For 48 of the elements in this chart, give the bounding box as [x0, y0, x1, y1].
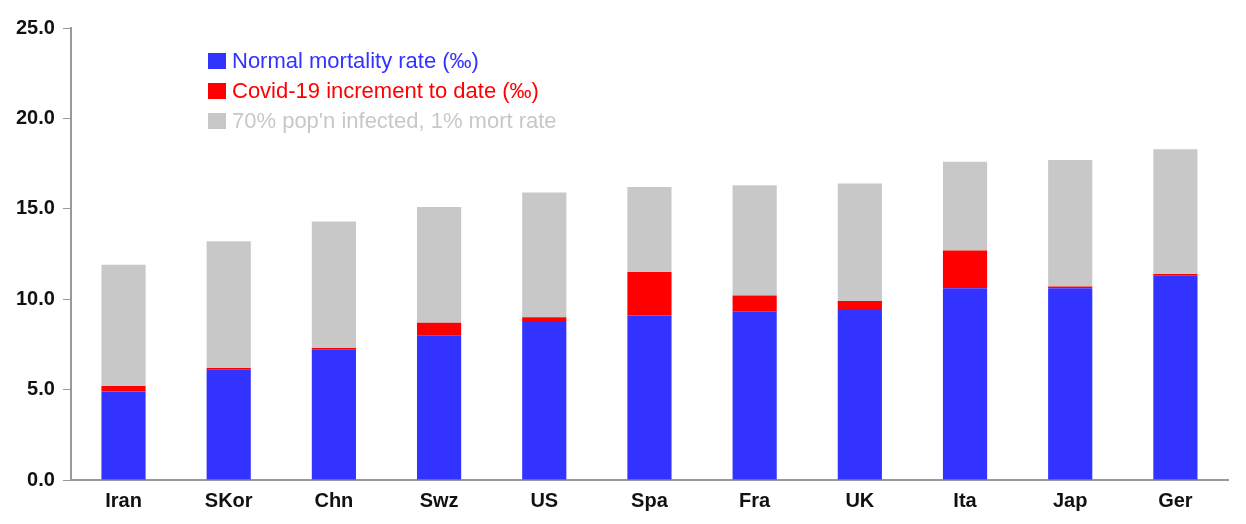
- legend-label: Covid-19 increment to date (‰): [232, 77, 539, 105]
- bar: [837, 310, 882, 480]
- bar: [942, 250, 988, 289]
- bar: [627, 187, 672, 273]
- x-tick-label: SKor: [204, 488, 253, 511]
- x-tick-label: UK: [845, 488, 875, 511]
- bar: [417, 206, 462, 323]
- bar: [101, 391, 146, 480]
- x-tick-label: Spa: [631, 488, 669, 511]
- y-tick-label: 5.0: [27, 377, 55, 400]
- x-tick-label: Iran: [105, 488, 142, 511]
- x-tick-label: Chn: [314, 488, 354, 511]
- y-tick-label: 0.0: [27, 467, 55, 490]
- bar: [627, 272, 672, 316]
- y-tick-label: 15.0: [15, 196, 55, 219]
- bar: [206, 369, 251, 480]
- bar: [522, 317, 567, 321]
- bar: [311, 221, 356, 349]
- bar: [417, 322, 462, 336]
- x-tick-label: Jap: [1052, 488, 1088, 511]
- bar: [417, 335, 462, 480]
- bar: [837, 301, 882, 311]
- bar: [522, 192, 567, 318]
- bar: [627, 315, 672, 480]
- legend-label: Normal mortality rate (‰): [232, 47, 479, 75]
- bar: [942, 161, 988, 251]
- x-tick-label: Swz: [419, 488, 459, 511]
- x-tick-label: Fra: [739, 488, 772, 511]
- bar: [311, 349, 356, 480]
- bar: [522, 320, 567, 480]
- y-tick-label: 10.0: [15, 286, 55, 309]
- bar: [732, 185, 777, 296]
- y-tick-label: 20.0: [15, 105, 55, 128]
- x-tick-label: US: [530, 488, 559, 511]
- x-tick-label: Ger: [1158, 488, 1193, 511]
- bar: [732, 295, 777, 312]
- bar: [732, 311, 777, 480]
- bar: [101, 385, 146, 392]
- bar: [1153, 275, 1198, 480]
- bar: [1153, 149, 1198, 274]
- y-tick-label: 25.0: [15, 15, 55, 38]
- x-tick-label: Ita: [953, 488, 978, 511]
- bar: [206, 241, 251, 368]
- bar: [1048, 159, 1093, 287]
- bar: [942, 288, 988, 480]
- bar: [1048, 288, 1093, 480]
- bar: [837, 183, 882, 302]
- bar: [101, 264, 146, 386]
